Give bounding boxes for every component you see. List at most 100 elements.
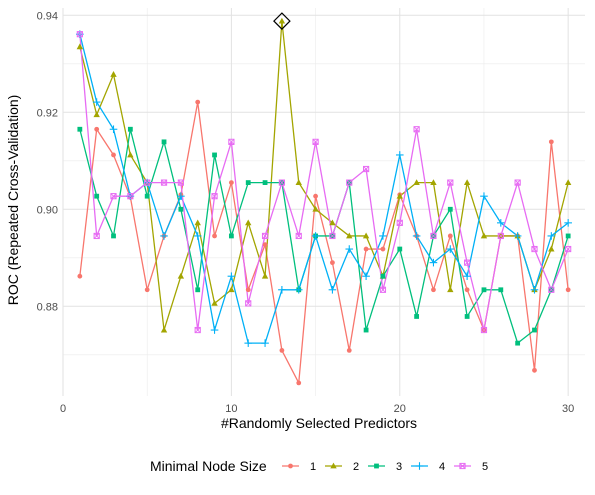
data-point-series-3 [178, 207, 183, 212]
data-point-series-2 [127, 152, 133, 158]
data-point-series-3 [212, 153, 217, 158]
data-point-series-3 [246, 180, 251, 185]
data-point-series-4 [261, 339, 269, 347]
data-point-series-3 [566, 234, 571, 239]
data-point-series-3 [448, 207, 453, 212]
data-point-series-2 [447, 286, 453, 292]
data-point-series-4 [211, 326, 219, 334]
data-point-series-2 [565, 179, 571, 185]
data-point-series-2 [262, 273, 268, 279]
data-point-series-1 [330, 260, 335, 265]
data-point-series-1 [246, 287, 251, 292]
legend-label: 1 [310, 461, 316, 473]
data-point-series-1 [229, 180, 234, 185]
data-point-series-1 [111, 153, 116, 158]
marker-layer [76, 13, 572, 385]
y-tick-label: 0.88 [37, 301, 58, 313]
data-point-series-1 [94, 127, 99, 132]
data-point-series-1 [212, 234, 217, 239]
data-point-series-3 [465, 314, 470, 319]
data-point-series-4 [110, 125, 118, 133]
data-point-series-1 [77, 274, 82, 279]
data-point-series-1 [195, 100, 200, 105]
data-point-series-1 [280, 348, 285, 353]
data-point-series-3 [77, 127, 82, 132]
data-point-series-2 [279, 18, 285, 24]
legend: Minimal Node Size 1 2 3 4 5 [150, 458, 488, 474]
data-point-series-3 [145, 194, 150, 199]
legend-item-2: 2 [325, 461, 359, 473]
data-point-series-3 [498, 287, 503, 292]
data-point-series-1 [431, 287, 436, 292]
legend-label: 3 [396, 461, 402, 473]
legend-label: 4 [439, 461, 445, 473]
data-point-series-1 [381, 247, 386, 252]
data-point-series-3 [515, 341, 520, 346]
data-point-series-4 [160, 232, 168, 240]
data-point-series-2 [161, 327, 167, 333]
data-point-series-1 [465, 287, 470, 292]
data-point-series-1 [296, 381, 301, 386]
data-point-series-4 [413, 232, 421, 240]
data-point-series-3 [229, 234, 234, 239]
data-point-series-4 [295, 286, 303, 294]
legend-label: 2 [353, 461, 359, 473]
data-point-series-3 [162, 139, 167, 144]
data-point-series-2 [296, 179, 302, 185]
data-point-series-3 [94, 194, 99, 199]
data-point-series-4 [396, 151, 404, 159]
data-point-series-1 [532, 368, 537, 373]
data-point-series-4 [480, 192, 488, 200]
series-layer [80, 21, 568, 383]
legend-title: Minimal Node Size [150, 458, 267, 474]
data-point-series-4 [531, 286, 539, 294]
legend-key-marker [374, 464, 379, 469]
y-tick-label: 0.92 [37, 107, 58, 119]
data-point-series-1 [145, 287, 150, 292]
series-line-5 [80, 34, 568, 330]
data-point-series-4 [312, 232, 320, 240]
data-point-series-4 [278, 286, 286, 294]
data-point-series-3 [364, 328, 369, 333]
data-point-series-4 [362, 272, 370, 280]
x-axis-title: #Randomly Selected Predictors [221, 415, 417, 431]
data-point-series-3 [381, 274, 386, 279]
y-tick-label: 0.94 [37, 10, 58, 22]
legend-key-marker [416, 462, 424, 470]
data-point-series-2 [178, 273, 184, 279]
data-point-series-3 [195, 287, 200, 292]
data-point-series-2 [110, 71, 116, 77]
legend-item-1: 1 [282, 461, 316, 473]
data-point-series-1 [566, 287, 571, 292]
data-point-series-1 [364, 247, 369, 252]
x-tick-label: 20 [394, 403, 406, 415]
data-point-series-1 [448, 234, 453, 239]
data-point-series-3 [111, 234, 116, 239]
data-point-series-3 [397, 247, 402, 252]
grid [63, 8, 585, 396]
series-line-1 [80, 102, 568, 383]
data-point-series-3 [532, 328, 537, 333]
y-tick-label: 0.90 [37, 204, 58, 216]
data-point-series-3 [263, 180, 268, 185]
data-point-series-2 [195, 219, 201, 225]
data-point-series-1 [347, 348, 352, 353]
y-axis-title: ROC (Repeated Cross-Validation) [5, 95, 21, 306]
data-point-series-2 [548, 246, 554, 252]
data-point-series-1 [313, 194, 318, 199]
data-point-series-4 [329, 286, 337, 294]
legend-label: 5 [482, 461, 488, 473]
legend-item-5: 5 [454, 461, 488, 473]
data-point-series-1 [549, 139, 554, 144]
data-point-series-3 [414, 314, 419, 319]
legend-item-3: 3 [368, 461, 402, 473]
x-tick-label: 30 [562, 403, 574, 415]
data-point-series-3 [128, 127, 133, 132]
data-point-series-4 [244, 339, 252, 347]
data-point-series-2 [464, 179, 470, 185]
data-point-series-1 [263, 242, 268, 247]
legend-item-4: 4 [411, 461, 445, 473]
x-tick-label: 0 [60, 403, 66, 415]
